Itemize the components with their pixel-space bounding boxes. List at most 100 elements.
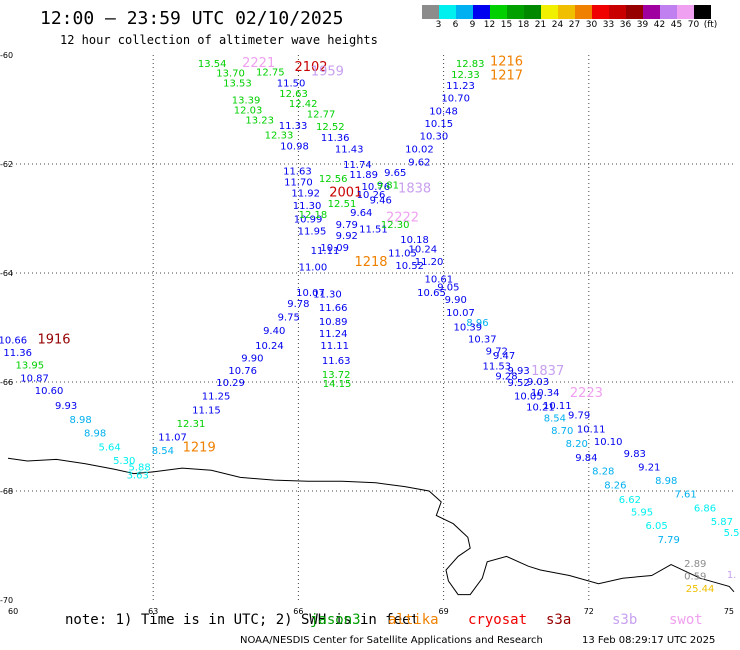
- wave-height-label: 11.07: [158, 433, 187, 444]
- legend-label: 3: [435, 20, 442, 30]
- legend-swatch: [592, 5, 609, 19]
- legend-label: 27: [568, 20, 581, 30]
- y-tick-label: -70: [0, 596, 13, 605]
- axis-ticks: 60 63 66 69 72 75 -60 -62 -64 -66 -68 -70: [0, 51, 734, 616]
- wave-height-label: 10.11: [577, 424, 606, 435]
- wave-height-label: 10.05: [514, 392, 543, 403]
- pass-time-label: 1219: [183, 440, 216, 455]
- wave-height-label: 11.11: [311, 246, 340, 257]
- legend-label: 42: [653, 20, 666, 30]
- wave-height-label: 10.65: [417, 288, 446, 299]
- legend-swatch: [507, 5, 524, 19]
- legend-swatch: [524, 5, 541, 19]
- wave-height-label: 11.36: [321, 133, 350, 144]
- chart-title: 12:00 – 23:59 UTC 02/10/2025: [40, 8, 344, 29]
- legend-swatch: [473, 5, 490, 19]
- wave-height-label: 9.21: [638, 463, 660, 474]
- legend-label: 70: [687, 20, 700, 30]
- pass-time-label: 1838: [398, 182, 431, 197]
- wave-height-label: 8.96: [466, 318, 488, 329]
- legend-label: 6: [452, 20, 459, 30]
- wave-height-label: 14.15: [323, 379, 352, 390]
- wave-height-label: 11.11: [320, 341, 349, 352]
- y-tick-label: -62: [0, 160, 13, 169]
- wave-height-label: 11.74: [343, 160, 372, 171]
- wave-height-label: 10.76: [361, 182, 390, 193]
- legend-swatches: [422, 5, 711, 19]
- y-tick-label: -66: [0, 378, 13, 387]
- wave-height-label: 6.05: [645, 521, 667, 532]
- wave-height-label: 12.33: [265, 131, 294, 142]
- wave-height-label: 8.28: [592, 466, 614, 477]
- wave-height-label: 10.39: [453, 322, 482, 333]
- wave-height-label: 13.70: [216, 68, 245, 79]
- x-tick-label: 69: [439, 607, 449, 616]
- wave-height-label: 9.47: [493, 351, 515, 362]
- satellite-label-cryosat: cryosat: [468, 612, 528, 628]
- wave-height-label: 8.20: [566, 439, 588, 450]
- wave-height-label: 12.18: [299, 210, 328, 221]
- wave-height-label: 10.66: [0, 336, 27, 347]
- wave-height-label: 11.53: [482, 362, 511, 373]
- wave-height-label: 8.70: [551, 426, 573, 437]
- legend-label: 15: [500, 20, 513, 30]
- wave-height-label: 11.24: [319, 329, 348, 340]
- wave-height-label: 1.: [727, 570, 737, 581]
- legend-swatch: [456, 5, 473, 19]
- satellite-label-s3b: s3b: [612, 612, 638, 628]
- legend-label: 18: [517, 20, 530, 30]
- legend-label: 21: [534, 20, 547, 30]
- pass-time-label: 1216: [490, 55, 523, 70]
- wave-height-label: 9.05: [437, 283, 459, 294]
- wave-height-label: 11.70: [284, 177, 313, 188]
- wave-height-label: 9.64: [350, 208, 372, 219]
- wave-height-label: 10.87: [20, 374, 49, 385]
- wave-height-label: 2.89: [684, 559, 706, 570]
- y-tick-label: -60: [0, 51, 13, 60]
- legend-label: 12: [483, 20, 496, 30]
- legend-swatch: [643, 5, 660, 19]
- legend-swatch: [575, 5, 592, 19]
- wave-height-label: 5.30: [113, 456, 135, 467]
- wave-height-label: 7.61: [674, 490, 696, 501]
- wave-height-label: 12.42: [289, 99, 318, 110]
- y-tick-label: -68: [0, 487, 13, 496]
- wave-height-label: 13.54: [198, 59, 227, 70]
- wave-height-label: 12.83: [456, 59, 485, 70]
- wave-height-label: 9.40: [263, 326, 285, 337]
- wave-height-label: 11.33: [279, 121, 308, 132]
- chart-subtitle: 12 hour collection of altimeter wave hei…: [60, 33, 378, 47]
- wave-height-label: 7.79: [658, 535, 680, 546]
- wave-height-label: 10.76: [228, 366, 257, 377]
- wave-height-label: 5.5: [724, 528, 740, 539]
- legend-swatch: [422, 5, 439, 19]
- wave-height-label: 12.51: [328, 199, 357, 210]
- wave-height-label: 12.31: [177, 419, 206, 430]
- wave-height-label: 11.05: [388, 248, 417, 259]
- wave-height-label: 10.10: [594, 437, 623, 448]
- wave-height-label: 11.00: [299, 263, 328, 274]
- legend-label: 36: [619, 20, 632, 30]
- wave-height-label: 10.24: [408, 245, 437, 256]
- wave-height-label: 11.15: [192, 405, 221, 416]
- pass-time-label: 1218: [354, 255, 387, 270]
- wave-height-label: 10.61: [424, 274, 453, 285]
- wave-height-label: 25.44: [686, 584, 715, 595]
- legend-swatch: [660, 5, 677, 19]
- footer-note: note: 1) Time is in UTC; 2) SWH is in fe…: [65, 612, 420, 628]
- legend-label: 24: [551, 20, 564, 30]
- wave-height-label: 10.07: [296, 288, 325, 299]
- legend-label: 45: [670, 20, 683, 30]
- wave-height-label: 10.37: [468, 334, 497, 345]
- wave-height-label: 9.46: [370, 195, 392, 206]
- wave-height-label: 13.95: [15, 361, 44, 372]
- wave-height-label: 9.83: [624, 449, 646, 460]
- x-tick-label: 63: [148, 607, 158, 616]
- wave-height-label: 6.86: [694, 503, 716, 514]
- color-legend: 3 6 9 12 15 18 21 24 27 30 33 36 39 42 45 70 (ft): [422, 5, 717, 31]
- wave-height-label: 9.93: [55, 401, 77, 412]
- coastline: [7, 457, 735, 596]
- wave-height-label: 11.23: [446, 81, 475, 92]
- legend-swatch: [609, 5, 626, 19]
- y-tick-label: -64: [0, 269, 13, 278]
